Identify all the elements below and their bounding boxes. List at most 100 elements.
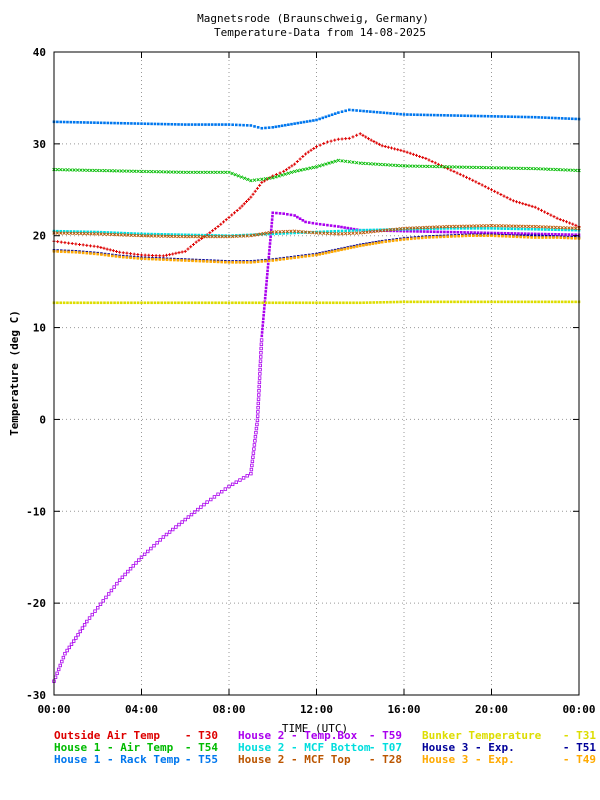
data-point (238, 123, 242, 127)
data-point (227, 123, 231, 126)
data-point (533, 232, 537, 236)
data-point (409, 237, 413, 241)
data-point (67, 645, 72, 650)
data-point (149, 234, 154, 238)
data-point (312, 119, 315, 122)
data-point (183, 234, 187, 239)
data-point (109, 232, 113, 237)
data-point (153, 169, 157, 174)
data-point (271, 174, 275, 178)
data-point (557, 233, 561, 236)
data-point (382, 228, 386, 233)
data-point (560, 228, 564, 232)
data-point (59, 250, 63, 253)
data-point (533, 300, 537, 304)
data-point (289, 231, 293, 235)
data-point (269, 238, 272, 242)
data-point (473, 231, 476, 234)
data-point (265, 283, 268, 286)
data-point (509, 224, 514, 228)
data-point (96, 301, 100, 305)
data-point (302, 120, 306, 124)
plot-area (52, 108, 581, 683)
data-point (246, 177, 250, 182)
data-point (103, 121, 106, 125)
data-point (130, 301, 133, 305)
data-point (321, 252, 325, 255)
data-point (251, 192, 255, 196)
data-point (450, 235, 453, 238)
data-point (136, 122, 140, 125)
data-point (96, 168, 100, 173)
data-point (429, 300, 433, 304)
data-point (305, 167, 309, 171)
data-point (530, 232, 534, 236)
data-point (520, 224, 524, 228)
data-point (307, 221, 311, 224)
data-point (435, 225, 440, 229)
legend-code: - T54 (185, 741, 218, 754)
data-point (183, 259, 187, 262)
data-point (351, 229, 355, 232)
data-point (318, 253, 321, 256)
data-point (489, 223, 494, 228)
data-point (435, 235, 439, 239)
data-point (574, 223, 578, 227)
data-point (153, 301, 157, 305)
data-point (63, 250, 67, 254)
data-point (402, 238, 406, 241)
data-point (173, 301, 177, 305)
data-point (315, 222, 318, 226)
data-point (336, 158, 341, 163)
data-point (500, 300, 503, 304)
data-point (163, 122, 167, 126)
data-point (99, 230, 103, 234)
data-point (150, 122, 153, 126)
data-point (183, 301, 187, 305)
data-point (413, 237, 417, 240)
series-5 (52, 223, 581, 239)
data-point (358, 109, 362, 113)
data-point (369, 301, 372, 304)
data-point (143, 253, 147, 257)
data-point (241, 234, 246, 238)
data-point (286, 171, 291, 175)
data-point (518, 201, 522, 205)
data-point (160, 301, 163, 305)
data-point (315, 145, 318, 149)
data-point (349, 246, 353, 250)
data-point (330, 250, 334, 254)
data-point (267, 252, 271, 256)
data-point (257, 389, 261, 393)
data-point (244, 301, 248, 305)
data-point (432, 225, 437, 229)
data-point (329, 231, 333, 236)
data-point (277, 174, 281, 178)
data-point (65, 168, 70, 172)
data-point (501, 234, 504, 238)
data-point (82, 623, 87, 627)
data-point (500, 231, 503, 235)
series-3 (52, 211, 581, 683)
data-point (153, 234, 157, 238)
data-point (526, 224, 531, 229)
data-point (149, 546, 153, 551)
data-point (395, 300, 399, 304)
data-point (555, 216, 559, 220)
data-point (220, 489, 224, 494)
data-point (137, 558, 141, 562)
data-point (415, 153, 418, 157)
data-point (74, 242, 78, 246)
data-point (74, 636, 78, 640)
data-point (234, 234, 238, 237)
data-point (299, 168, 303, 172)
data-point (305, 301, 308, 305)
data-point (71, 639, 76, 643)
data-point (340, 229, 344, 233)
data-point (56, 667, 61, 672)
data-point (507, 115, 510, 118)
data-point (227, 301, 231, 305)
data-point (146, 301, 150, 305)
data-point (258, 367, 262, 372)
data-point (520, 166, 524, 171)
